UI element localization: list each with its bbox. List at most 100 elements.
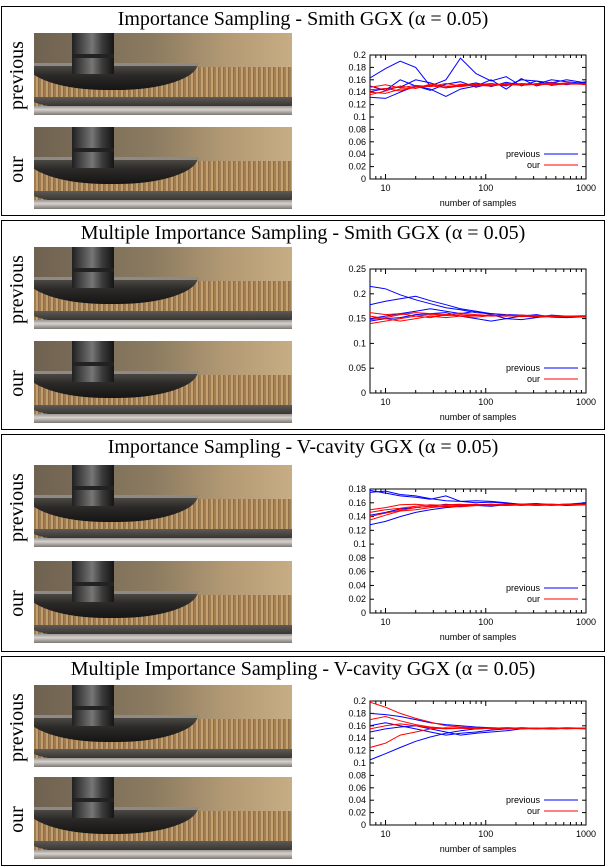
render-our-image	[34, 127, 292, 209]
y-tick-label: 0.2	[353, 696, 366, 706]
plot-frame	[369, 268, 587, 394]
legend-label-our: our	[527, 374, 540, 384]
x-axis-label: number of samples	[440, 198, 517, 208]
render-our-image	[34, 561, 292, 643]
comparison-panel-4: Multiple Importance Sampling - V-cavity …	[1, 656, 605, 866]
x-tick-label: 1000	[576, 397, 596, 407]
x-tick-label: 100	[478, 397, 493, 407]
panel-title: Importance Sampling - Smith GGX (α = 0.0…	[117, 8, 489, 30]
convergence-chart: 0 0.05 0.1 0.15 0.2 0.25 10 100 1000 number of sa…	[348, 264, 596, 422]
y-tick-label: 0.06	[348, 567, 366, 577]
row-label-our: our	[5, 155, 28, 183]
y-tick-label: 0.04	[348, 795, 366, 805]
previous-series-line	[369, 503, 587, 526]
legend-label-previous: previous	[506, 149, 541, 159]
row-label-our: our	[5, 369, 28, 397]
panel-title: Importance Sampling - V-cavity GGX (α = …	[107, 436, 499, 458]
convergence-chart: 0 0.02 0.04 0.06 0.08 0.1 0.12 0.14 0.16 0.18 0.2 1…	[348, 696, 596, 854]
y-tick-label: 0.02	[348, 162, 366, 172]
y-tick-label: 0	[361, 820, 366, 830]
y-tick-label: 0	[361, 174, 366, 184]
y-tick-label: 0.08	[348, 553, 366, 563]
legend-label-previous: previous	[506, 795, 541, 805]
y-tick-label: 0.12	[348, 525, 366, 535]
render-previous-image	[34, 685, 292, 767]
ours-series-line	[369, 82, 586, 92]
y-tick-label: 0.12	[348, 746, 366, 756]
y-tick-label: 0.1	[353, 539, 366, 549]
legend-label-our: our	[527, 160, 540, 170]
row-label-our: our	[5, 589, 28, 617]
previous-series-line	[369, 285, 587, 318]
y-tick-label: 0.04	[348, 580, 366, 590]
y-tick-label: 0.12	[348, 100, 366, 110]
x-tick-label: 1000	[576, 617, 596, 627]
ours-series-line	[369, 503, 586, 511]
x-tick-label: 10	[381, 397, 391, 407]
render-previous-image	[34, 33, 292, 115]
x-tick-label: 10	[381, 183, 391, 193]
row-label-previous: previous	[5, 254, 28, 324]
y-tick-label: 0	[361, 388, 366, 398]
render-previous-image	[34, 247, 292, 329]
x-tick-label: 100	[478, 829, 493, 839]
ours-series-line	[369, 312, 587, 319]
y-tick-label: 0.18	[348, 484, 366, 494]
y-tick-label: 0.14	[348, 87, 366, 97]
y-tick-label: 0.16	[348, 75, 366, 85]
previous-series-line	[369, 490, 587, 506]
y-tick-label: 0.06	[348, 783, 366, 793]
y-tick-label: 0.02	[348, 594, 366, 604]
x-axis-label: number of samples	[440, 412, 517, 422]
x-tick-label: 1000	[576, 829, 596, 839]
previous-series-line	[369, 57, 587, 87]
y-tick-label: 0.25	[348, 264, 366, 274]
row-label-previous: previous	[5, 40, 28, 110]
y-tick-label: 0.1	[353, 112, 366, 122]
convergence-chart: 0 0.02 0.04 0.06 0.08 0.1 0.12 0.14 0.16 0.18 0.2 1…	[348, 50, 596, 208]
x-tick-label: 100	[478, 183, 493, 193]
x-tick-label: 1000	[576, 183, 596, 193]
y-tick-label: 0.2	[353, 289, 366, 299]
x-tick-label: 100	[478, 617, 493, 627]
y-tick-label: 0.18	[348, 708, 366, 718]
plot-frame	[369, 700, 587, 826]
row-label-previous: previous	[5, 692, 28, 762]
convergence-chart: 0 0.02 0.04 0.06 0.08 0.1 0.12 0.14 0.16 0.18 10 10…	[348, 484, 596, 642]
y-tick-label: 0	[361, 608, 366, 618]
x-tick-label: 10	[381, 829, 391, 839]
y-tick-label: 0.06	[348, 137, 366, 147]
y-tick-label: 0.1	[353, 338, 366, 348]
y-tick-label: 0.04	[348, 149, 366, 159]
y-tick-label: 0.05	[348, 363, 366, 373]
ours-series-line	[369, 723, 586, 730]
y-tick-label: 0.16	[348, 498, 366, 508]
previous-series-line	[369, 79, 587, 93]
ours-series-line	[369, 727, 586, 748]
x-tick-label: 10	[381, 617, 391, 627]
panel-title: Multiple Importance Sampling - Smith GGX…	[80, 222, 526, 244]
render-previous-image	[34, 465, 292, 547]
previous-series-line	[369, 727, 586, 761]
x-axis-label: number of samples	[440, 632, 517, 642]
ours-series-line	[369, 503, 586, 518]
y-tick-label: 0.08	[348, 124, 366, 134]
row-label-our: our	[5, 805, 28, 833]
y-tick-label: 0.08	[348, 770, 366, 780]
legend-label-previous: previous	[506, 363, 541, 373]
legend-label-previous: previous	[506, 583, 541, 593]
comparison-panel-3: Importance Sampling - V-cavity GGX (α = …	[1, 434, 605, 652]
y-tick-label: 0.14	[348, 733, 366, 743]
y-tick-label: 0.16	[348, 721, 366, 731]
render-our-image	[34, 777, 292, 859]
legend-label-our: our	[527, 806, 540, 816]
render-our-image	[34, 341, 292, 423]
plot-frame	[369, 54, 587, 180]
y-tick-label: 0.1	[353, 758, 366, 768]
panel-title: Multiple Importance Sampling - V-cavity …	[70, 658, 536, 680]
legend-label-our: our	[527, 594, 540, 604]
y-tick-label: 0.14	[348, 512, 366, 522]
ours-series-line	[369, 701, 586, 730]
ours-series-line	[369, 503, 587, 521]
row-label-previous: previous	[5, 472, 28, 542]
